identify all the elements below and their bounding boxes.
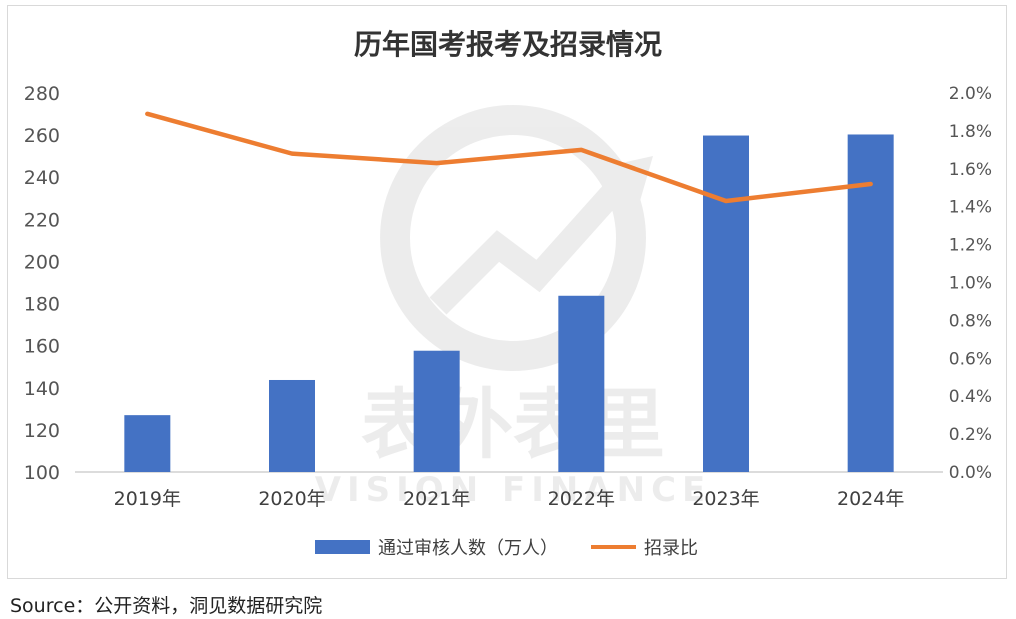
line-series — [145, 111, 873, 204]
right-tick-label: 0.0% — [949, 463, 992, 483]
left-tick-label: 140 — [24, 378, 60, 400]
bar — [703, 135, 749, 472]
x-axis-labels: 2019年 2020年 2021年 2022年 2023年 2024年 — [114, 488, 905, 510]
watermark-en: VISION FINANCE — [315, 470, 712, 510]
left-tick-label: 120 — [24, 420, 60, 442]
left-tick-label: 200 — [24, 251, 60, 273]
bar-series — [124, 134, 894, 473]
chart-frame: 表外表里 VISION FINANCE 历年国考报考及招录情况 100 120 14… — [7, 5, 1007, 579]
watermark-ring-icon — [380, 105, 646, 371]
right-tick-label: 0.2% — [949, 425, 992, 445]
legend-bar-label: 通过审核人数（万人） — [378, 538, 558, 559]
x-tick-label: 2024年 — [837, 488, 904, 510]
right-tick-label: 1.6% — [949, 160, 992, 180]
legend: 通过审核人数（万人） 招录比 — [315, 538, 698, 559]
bar — [413, 350, 460, 472]
left-tick-label: 280 — [24, 83, 60, 105]
line-path — [145, 111, 873, 204]
watermark-arrow-icon — [429, 172, 632, 315]
right-tick-label: 0.8% — [949, 311, 992, 331]
left-y-axis: 100 120 140 160 180 200 220 240 260 280 — [24, 83, 60, 484]
right-tick-label: 0.4% — [949, 387, 992, 407]
chart-svg: 表外表里 VISION FINANCE 历年国考报考及招录情况 100 120 14… — [24, 28, 992, 559]
bar — [558, 295, 605, 472]
left-tick-label: 180 — [24, 294, 60, 316]
legend-bar-swatch — [315, 540, 370, 554]
left-tick-label: 100 — [24, 462, 60, 484]
right-tick-label: 0.6% — [949, 349, 992, 369]
left-tick-label: 220 — [24, 209, 60, 231]
right-tick-label: 1.2% — [949, 236, 992, 256]
bar — [124, 415, 171, 472]
left-tick-label: 240 — [24, 167, 60, 189]
right-tick-label: 1.0% — [949, 274, 992, 294]
x-tick-label: 2022年 — [548, 488, 615, 510]
source-note: Source：公开资料，洞见数据研究院 — [10, 595, 323, 617]
bar — [847, 134, 894, 473]
right-tick-label: 1.8% — [949, 122, 992, 142]
watermark: 表外表里 VISION FINANCE — [315, 105, 712, 510]
x-tick-label: 2021年 — [403, 488, 470, 510]
watermark-arrowhead-icon — [608, 156, 653, 201]
right-y-axis: 0.0% 0.2% 0.4% 0.6% 0.8% 1.0% 1.2% 1.4% 1.6% 1.8%… — [949, 84, 992, 483]
bar — [269, 379, 315, 472]
left-tick-label: 160 — [24, 336, 60, 358]
left-tick-label: 260 — [24, 125, 60, 147]
x-tick-label: 2023年 — [692, 488, 759, 510]
chart-title: 历年国考报考及招录情况 — [354, 28, 662, 61]
x-tick-label: 2020年 — [258, 488, 325, 510]
right-tick-label: 1.4% — [949, 198, 992, 218]
legend-line-label: 招录比 — [644, 538, 698, 559]
right-tick-label: 2.0% — [949, 84, 992, 104]
x-tick-label: 2019年 — [114, 488, 181, 510]
watermark-cn: 表外表里 — [361, 380, 665, 469]
